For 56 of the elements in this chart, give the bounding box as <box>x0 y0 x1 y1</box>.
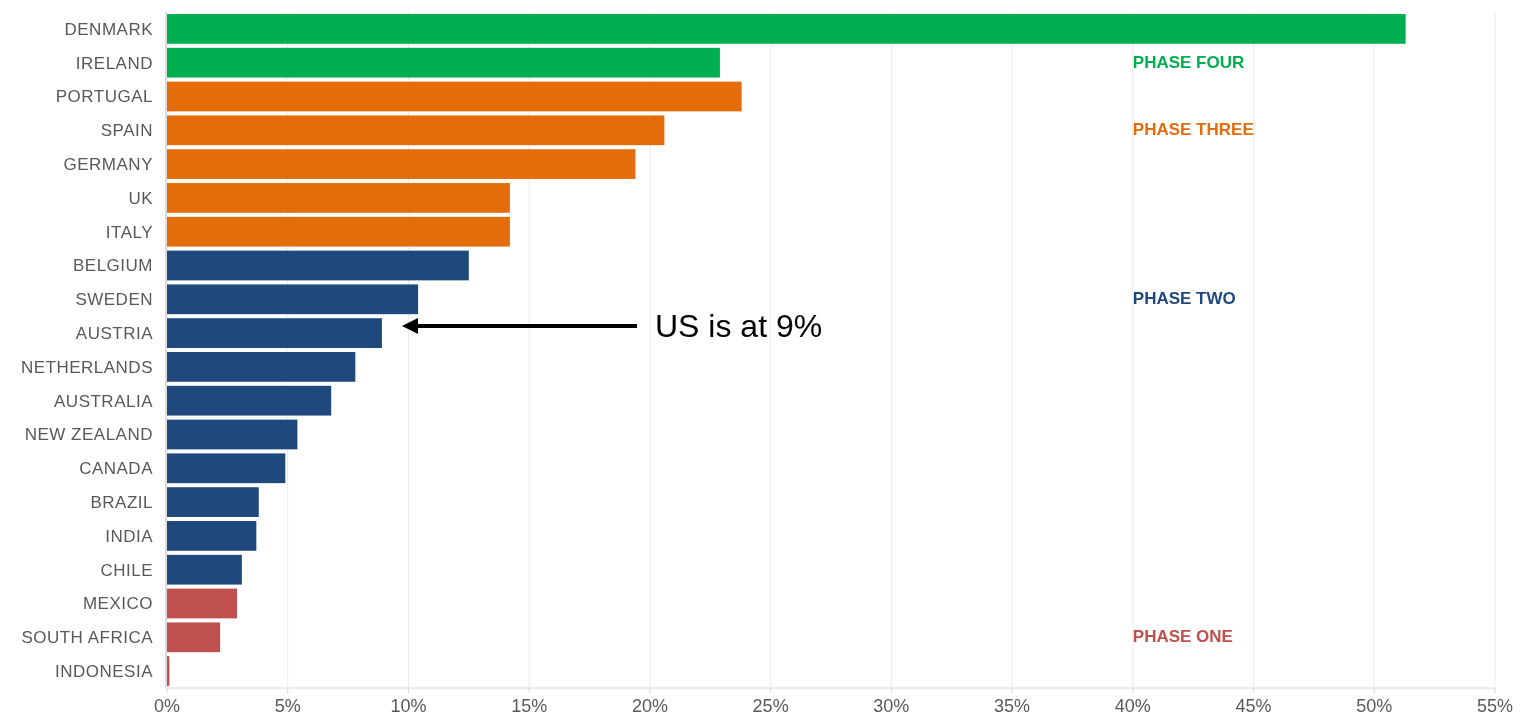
y-tick-label: AUSTRALIA <box>54 391 154 411</box>
bar <box>167 318 382 348</box>
y-tick-label: SOUTH AFRICA <box>21 628 154 648</box>
x-tick-label: 30% <box>873 696 910 716</box>
y-tick-label: ITALY <box>105 222 153 242</box>
x-tick-label: 50% <box>1356 696 1393 716</box>
text: PHASE ONE <box>1132 627 1233 647</box>
bar <box>167 149 636 179</box>
x-tick-label: 40% <box>1114 696 1151 716</box>
x-tick-label: 55% <box>1476 696 1514 716</box>
bar <box>167 385 332 416</box>
bar <box>167 588 238 619</box>
bar <box>167 554 242 585</box>
bar <box>167 81 742 112</box>
x-tick-label: 0% <box>153 696 181 716</box>
x-tick-label: 20% <box>631 696 668 716</box>
bar <box>167 115 665 146</box>
y-tick-label: GERMANY <box>63 155 153 175</box>
y-tick-label: PORTUGAL <box>55 87 153 107</box>
bar <box>167 487 259 517</box>
bar <box>167 352 356 382</box>
series-label: PHASE FOUR <box>1132 52 1245 72</box>
x-tick-label: 45% <box>1235 696 1272 716</box>
y-tick-label: NEW ZEALAND <box>24 425 153 445</box>
text: PHASE THREE <box>1132 120 1254 140</box>
y-tick-label: INDONESIA <box>54 662 154 682</box>
bar <box>167 284 419 315</box>
bar <box>167 183 510 213</box>
x-tick-label: 25% <box>752 696 789 716</box>
y-tick-label: IRELAND <box>75 53 153 73</box>
bar <box>167 14 1406 44</box>
annotation: US is at 9% <box>655 308 823 345</box>
y-tick-label: UK <box>128 188 154 208</box>
y-tick-label: SPAIN <box>100 121 153 141</box>
bar <box>167 250 469 281</box>
y-tick-label: CANADA <box>79 459 154 479</box>
x-tick-label: 15% <box>511 696 548 716</box>
x-tick-label: 10% <box>390 696 427 716</box>
y-tick-label: MEXICO <box>82 594 153 614</box>
bar <box>167 47 720 78</box>
bar <box>167 453 286 484</box>
y-tick-label: CHILE <box>100 560 153 580</box>
bar <box>167 216 510 247</box>
y-tick-label: INDIA <box>105 526 154 546</box>
y-tick-label: BELGIUM <box>72 256 153 276</box>
bar <box>167 419 298 450</box>
y-tick-label: SWEDEN <box>75 290 153 310</box>
x-tick-label: 35% <box>994 696 1031 716</box>
y-tick-label: AUSTRIA <box>75 324 154 344</box>
x-tick-label: 5% <box>274 696 301 716</box>
bar <box>167 521 257 551</box>
text: PHASE TWO <box>1132 289 1236 309</box>
bar <box>167 622 221 653</box>
y-tick-label: DENMARK <box>64 19 154 39</box>
y-tick-label: BRAZIL <box>90 493 153 513</box>
y-tick-label: NETHERLANDS <box>20 357 153 377</box>
